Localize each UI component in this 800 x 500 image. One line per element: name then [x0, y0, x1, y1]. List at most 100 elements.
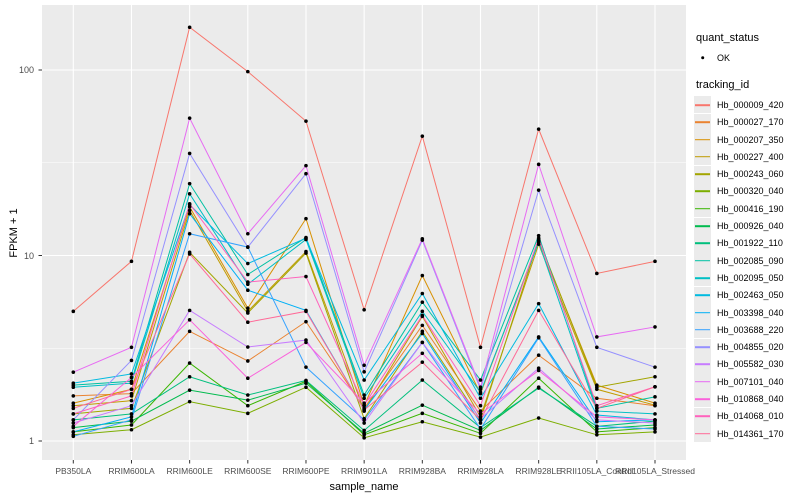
series-color-swatch: [695, 432, 710, 435]
x-tick-label: RRII105LA_Stressed: [615, 466, 695, 476]
legend-label: Hb_003688_220: [717, 324, 784, 335]
legend-label: Hb_005582_030: [717, 359, 784, 370]
data-point: [420, 378, 425, 382]
data-point: [362, 370, 366, 374]
data-point: [304, 385, 308, 389]
data-point: [187, 361, 192, 365]
data-point: [129, 394, 134, 398]
legend-item-Hb_000320_040: Hb_000320_040: [694, 182, 800, 200]
data-point: [187, 318, 192, 322]
data-point: [71, 394, 76, 398]
legend-tracking-id-items: Hb_000009_420 Hb_000027_170 Hb_000207_350 H…: [694, 96, 800, 443]
data-point: [653, 403, 657, 407]
series-color-swatch: [695, 173, 710, 175]
data-point: [246, 320, 250, 324]
series-color-swatch: [695, 363, 710, 366]
data-point: [304, 381, 308, 385]
data-point: [536, 353, 541, 358]
data-point: [536, 336, 541, 340]
legend-item-Hb_014361_170: Hb_014361_170: [694, 425, 800, 443]
legend-key-line-icon: [694, 355, 711, 373]
data-point: [71, 418, 76, 422]
data-point: [71, 421, 76, 425]
data-point: [362, 431, 366, 436]
data-point: [536, 240, 541, 244]
legend-item-Hb_004855_020: Hb_004855_020: [694, 338, 800, 356]
legend-key-line-icon: [694, 113, 711, 131]
legend-key-line-icon: [694, 407, 711, 425]
data-point: [478, 421, 483, 425]
x-tick-label: RRIM928BA: [398, 466, 446, 476]
legend-item-Hb_014068_010: Hb_014068_010: [694, 407, 800, 425]
legend-title-tracking-id: tracking_id: [696, 79, 750, 92]
data-point: [187, 208, 192, 213]
data-point: [420, 360, 425, 364]
data-point: [304, 274, 308, 279]
data-point: [362, 403, 366, 407]
series-color-swatch: [695, 415, 710, 418]
data-point: [246, 288, 250, 293]
data-point: [246, 359, 250, 363]
data-point: [653, 384, 657, 389]
data-point: [362, 421, 366, 425]
legend-label: Hb_002463_050: [717, 290, 784, 301]
data-point: [187, 116, 192, 120]
series-color-swatch: [695, 329, 710, 331]
data-point: [595, 418, 599, 422]
data-point: [129, 387, 134, 392]
data-point: [420, 403, 425, 407]
data-point: [478, 390, 483, 395]
data-point: [129, 381, 134, 385]
data-point: [246, 231, 250, 236]
legend-key-line-icon: [694, 304, 711, 321]
data-point: [478, 431, 483, 436]
data-point: [653, 259, 657, 264]
data-point: [246, 261, 250, 266]
data-point: [595, 430, 599, 434]
legend-item-Hb_002095_050: Hb_002095_050: [694, 269, 800, 287]
legend-item-Hb_007101_040: Hb_007101_040: [694, 373, 800, 391]
legend-key-line-icon: [694, 373, 711, 391]
data-point: [304, 163, 308, 168]
data-point: [595, 403, 599, 408]
legend-label-ok: OK: [717, 52, 731, 63]
data-point: [478, 396, 483, 401]
data-point: [71, 430, 76, 434]
legend-label: Hb_003398_040: [717, 307, 784, 318]
data-point: [536, 188, 541, 192]
legend-label: Hb_000027_170: [717, 117, 784, 128]
data-point: [129, 427, 134, 432]
data-point: [129, 403, 134, 408]
data-point: [420, 419, 425, 424]
series-color-swatch: [695, 294, 710, 296]
x-tick-label: RRIM600PE: [282, 466, 330, 476]
series-color-swatch: [695, 207, 710, 210]
data-point: [653, 365, 657, 369]
data-point: [536, 386, 541, 390]
legend-key-line-icon: [694, 425, 711, 443]
legend-item-Hb_005582_030: Hb_005582_030: [694, 355, 800, 373]
data-point: [478, 427, 483, 431]
data-point: [420, 273, 425, 278]
data-point: [420, 351, 425, 356]
data-point: [595, 432, 599, 437]
data-point: [304, 378, 308, 383]
y-axis-tick-labels: 100 10 1: [0, 0, 36, 500]
data-point: [129, 375, 134, 380]
x-tick-label: RRIM928LA: [457, 466, 504, 476]
y-tick-label: 1: [28, 436, 34, 446]
legend-item-Hb_001922_110: Hb_001922_110: [694, 234, 800, 252]
data-point: [246, 411, 250, 416]
legend-key-line-icon: [694, 321, 711, 339]
data-point: [595, 406, 599, 411]
data-point: [420, 291, 425, 296]
series-color-swatch: [695, 380, 710, 383]
data-point: [478, 412, 483, 416]
x-tick-label: PB350LA: [55, 466, 92, 476]
legend-title-quant-status: quant_status: [696, 32, 759, 44]
legend-item-Hb_003688_220: Hb_003688_220: [694, 321, 800, 339]
data-point: [478, 378, 483, 382]
data-point: [653, 427, 657, 431]
data-point: [129, 345, 134, 350]
